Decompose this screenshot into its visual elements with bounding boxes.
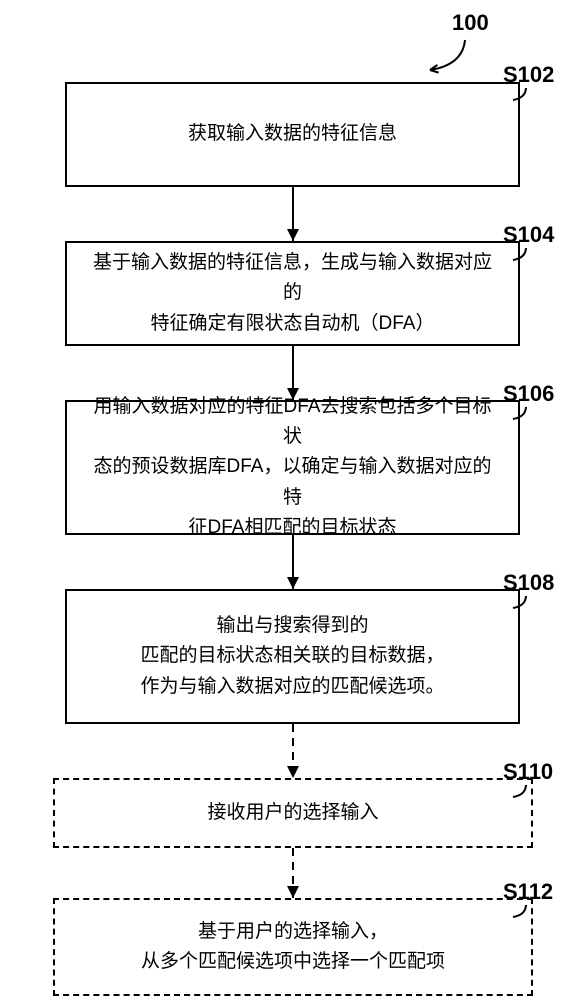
label-arrow-5 [0, 0, 577, 1000]
flowchart-canvas: 100获取输入数据的特征信息S102基于输入数据的特征信息，生成与输入数据对应的… [0, 0, 577, 1000]
